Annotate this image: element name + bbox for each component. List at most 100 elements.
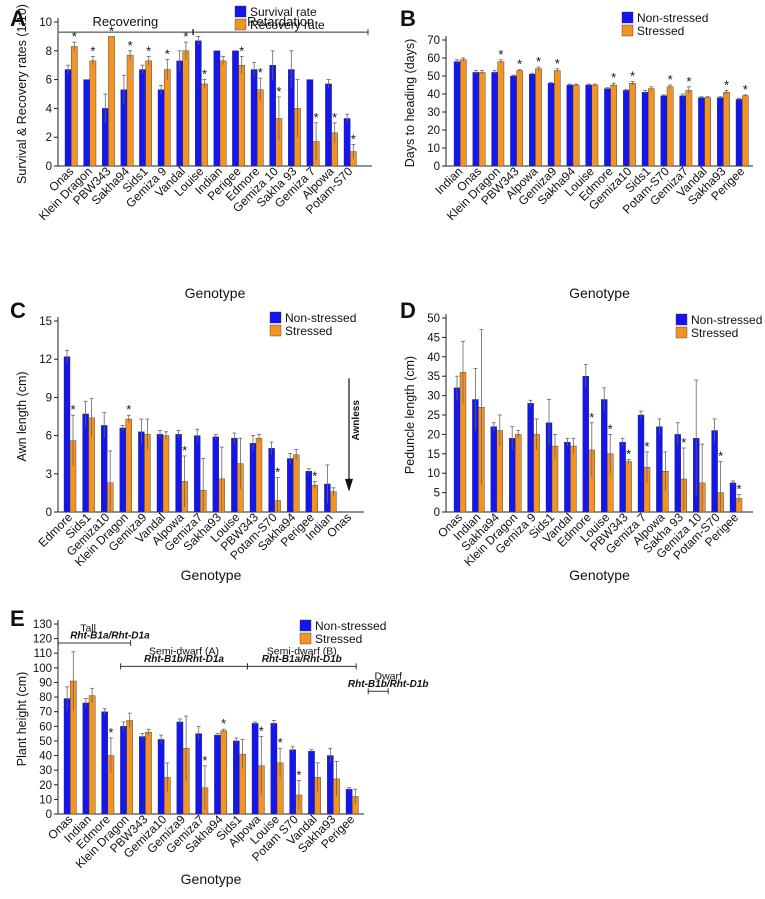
height-class-label: Tall	[80, 622, 96, 634]
allele-label: Rht-B1a/Rht-D1a	[70, 631, 150, 642]
bar-series1	[120, 726, 127, 815]
y-tick-label: 0	[46, 161, 52, 173]
y-tick-label: 20	[427, 125, 440, 137]
bar-series1	[176, 721, 184, 815]
bar-series1	[325, 83, 332, 167]
significance-star: *	[626, 447, 631, 462]
y-tick-label: 110	[34, 648, 52, 660]
bar-series1	[212, 436, 220, 513]
bar-series1	[176, 60, 184, 167]
bar-series2	[108, 36, 115, 167]
significance-star: *	[72, 29, 77, 44]
bar-series1	[64, 69, 72, 167]
significance-star: *	[718, 449, 723, 464]
bar-series2	[723, 91, 730, 167]
significance-star: *	[126, 402, 131, 417]
height-class-label: Semi-dwarf (B)	[267, 646, 337, 658]
bar-series2	[219, 60, 227, 167]
panel-letter: E	[10, 606, 25, 631]
legend-label: Stressed	[315, 632, 362, 646]
legend-swatch	[621, 11, 634, 24]
significance-star: *	[681, 435, 686, 450]
arrow-head-icon	[345, 478, 353, 492]
bar-series1	[623, 90, 630, 167]
bar-series1	[82, 702, 90, 815]
bar-series1	[213, 50, 221, 167]
bar-series1	[119, 427, 127, 513]
legend-label: Survival rate	[250, 5, 317, 19]
bar-series2	[182, 50, 190, 167]
legend-swatch	[299, 632, 312, 645]
legend-label: Non-stressed	[691, 313, 762, 327]
y-tick-label: 15	[39, 316, 52, 328]
significance-star: *	[276, 84, 281, 99]
bar-series2	[554, 70, 561, 167]
significance-star: *	[611, 70, 616, 85]
bar-series1	[100, 425, 108, 513]
y-tick-label: 2	[46, 132, 52, 144]
group-label: Recovering	[93, 14, 159, 29]
y-tick-label: 50	[427, 313, 440, 325]
bar-series2	[535, 68, 542, 167]
y-tick-label: 30	[39, 765, 52, 777]
legend-label: Recovery rate	[250, 18, 325, 32]
bar-series1	[157, 739, 165, 815]
panel-letter: D	[400, 298, 416, 323]
y-axis-label: Days to heading (days)	[403, 39, 417, 168]
bar-series1	[660, 95, 668, 167]
bar-series1	[231, 437, 238, 513]
group-label: Retardation	[247, 14, 314, 29]
bar-series2	[625, 461, 632, 513]
y-tick-label: 10	[39, 794, 52, 806]
y-tick-label: 5	[434, 488, 440, 500]
bar-series1	[717, 97, 724, 167]
y-tick-label: 6	[46, 75, 52, 87]
x-axis-label: Genotype	[185, 285, 246, 301]
y-tick-label: 35	[427, 371, 440, 383]
significance-star: *	[630, 68, 635, 83]
bar-series2	[570, 445, 577, 513]
legend-swatch	[234, 5, 247, 18]
legend-swatch	[234, 18, 247, 31]
bar-series1	[656, 426, 663, 513]
significance-star: *	[314, 110, 319, 125]
bar-series1	[679, 95, 686, 167]
bar-series2	[666, 86, 674, 167]
bar-series1	[306, 79, 314, 167]
y-tick-label: 12	[39, 354, 52, 366]
bar-series1	[83, 79, 90, 167]
bar-series2	[515, 434, 522, 513]
bar-series1	[343, 118, 351, 167]
significance-star: *	[70, 402, 75, 417]
y-axis-label: Survival & Recovery rates (1:10)	[15, 4, 29, 184]
bar-series2	[145, 731, 152, 815]
legend-label: Non-stressed	[315, 619, 386, 633]
significance-star: *	[296, 767, 301, 782]
significance-star: *	[258, 65, 263, 80]
y-tick-label: 3	[46, 469, 52, 481]
panel-e: E 0 10 20 30 40 50 60 70 80 90 100 110 120 130 Plant he…	[10, 606, 428, 887]
significance-star: *	[202, 753, 207, 768]
significance-star: *	[108, 725, 113, 740]
bar-series1	[101, 711, 108, 815]
panel-letter: B	[400, 6, 416, 31]
significance-star: *	[259, 724, 264, 739]
bar-series1	[82, 413, 89, 513]
bar-series2	[201, 83, 208, 167]
significance-star: *	[202, 67, 207, 82]
significance-star: *	[165, 46, 170, 61]
significance-star: *	[183, 29, 188, 44]
y-tick-label: 80	[39, 692, 52, 704]
y-axis-label: Plant height (cm)	[15, 672, 29, 766]
y-tick-label: 30	[427, 107, 440, 119]
y-tick-label: 15	[427, 449, 440, 461]
bar-series1	[268, 448, 275, 513]
bar-series1	[472, 72, 480, 167]
y-tick-label: 0	[434, 507, 440, 519]
significance-star: *	[724, 77, 729, 92]
bar-series1	[547, 82, 555, 167]
awnless-label: Awnless	[351, 400, 362, 441]
